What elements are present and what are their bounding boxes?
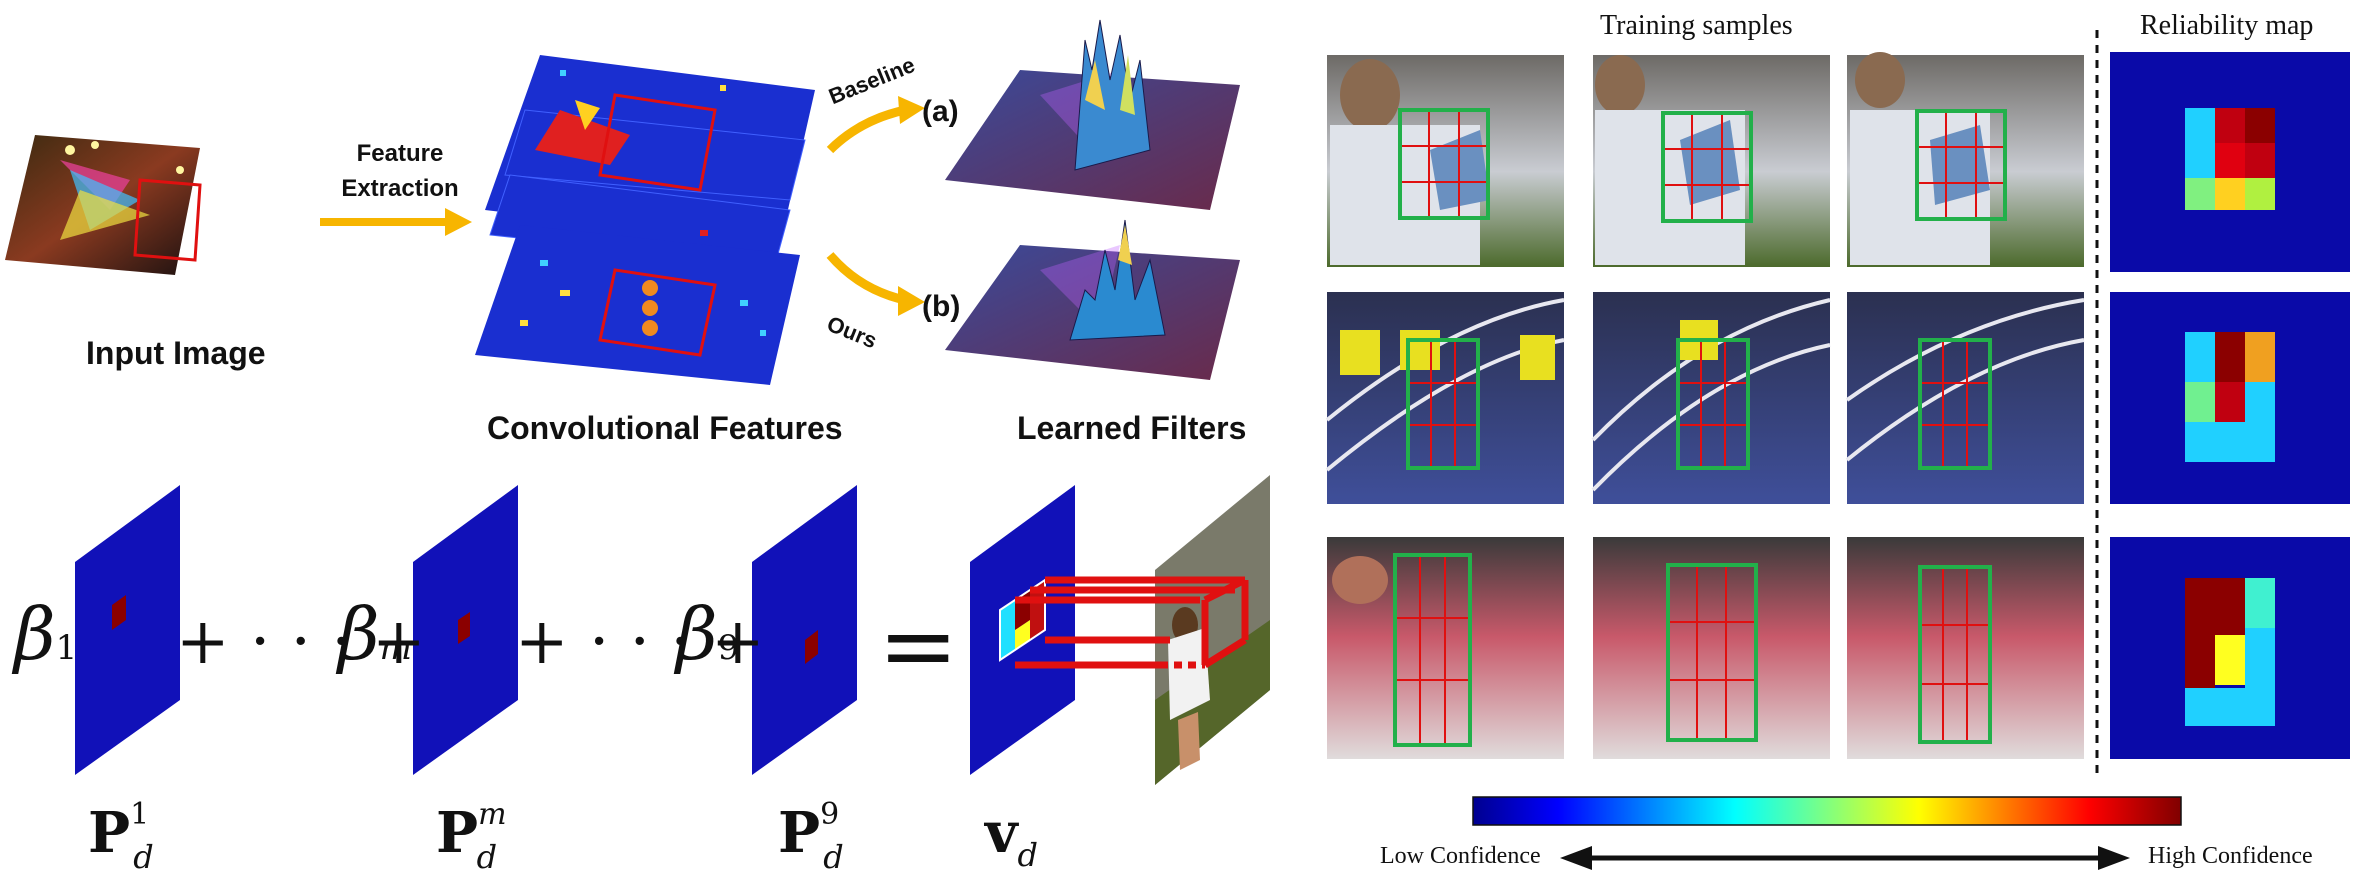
sample-row-3-img-3 xyxy=(1847,537,2084,759)
ours-arrow xyxy=(826,252,925,316)
branch-a-label: (a) xyxy=(922,95,959,128)
plane-vd xyxy=(970,485,1075,775)
branch-b-label: (b) xyxy=(922,290,961,323)
learned-filter-baseline xyxy=(945,19,1240,210)
high-confidence-label: High Confidence xyxy=(2148,843,2313,869)
sample-row-1-img-2 xyxy=(1593,55,1830,267)
sample-row-2-img-1 xyxy=(1325,292,1565,504)
input-image xyxy=(5,135,202,275)
sample-row-3-img-1 xyxy=(1327,537,1564,759)
plus-dots-1: + · · · + xyxy=(176,605,426,679)
sample-row-1-img-1 xyxy=(1327,55,1564,267)
sample-row-3-img-2 xyxy=(1593,537,1830,759)
plane-p9 xyxy=(752,485,857,775)
sample-row-2-img-3 xyxy=(1845,292,2085,504)
p-d-9: P9d xyxy=(778,797,844,876)
sample-row-2-img-2 xyxy=(1591,292,1831,504)
baseline-arrow xyxy=(826,96,925,154)
input-image-label: Input Image xyxy=(86,335,266,371)
feature-extraction-label-line1: Feature xyxy=(356,140,444,167)
conv-feature-stack xyxy=(475,55,815,385)
reliability-map-2 xyxy=(2110,292,2350,504)
p-d-m: Pmd xyxy=(436,797,507,876)
beta-9: β9 xyxy=(676,592,740,676)
confidence-colorbar xyxy=(1472,796,2182,826)
p-d-1: P1d xyxy=(88,797,154,876)
feature-extraction-label-line2: Extraction xyxy=(341,175,459,202)
reliability-map-label: Reliability map xyxy=(2140,10,2314,41)
feature-extraction-arrow xyxy=(320,208,472,236)
reliability-map-3 xyxy=(2110,537,2350,759)
conv-features-label: Convolutional Features xyxy=(487,410,843,446)
confidence-double-arrow xyxy=(1560,846,2130,870)
person-photo xyxy=(1155,475,1270,785)
learned-filters-label: Learned Filters xyxy=(1017,410,1247,446)
beta-1: β1 xyxy=(14,592,78,676)
equals-sign: = xyxy=(878,590,959,702)
plane-pm xyxy=(413,485,518,775)
learned-filter-ours xyxy=(945,219,1240,380)
low-confidence-label: Low Confidence xyxy=(1380,843,1541,869)
training-samples-label: Training samples xyxy=(1600,10,1793,41)
v-d: vd xyxy=(985,800,1039,874)
reliability-map-1 xyxy=(2110,52,2350,272)
plane-p1 xyxy=(75,485,180,775)
plus-dots-2: + · · · + xyxy=(515,605,765,679)
beta-m: βm xyxy=(338,592,412,676)
projection-box xyxy=(1015,576,1249,669)
sample-row-1-img-3 xyxy=(1847,52,2084,267)
